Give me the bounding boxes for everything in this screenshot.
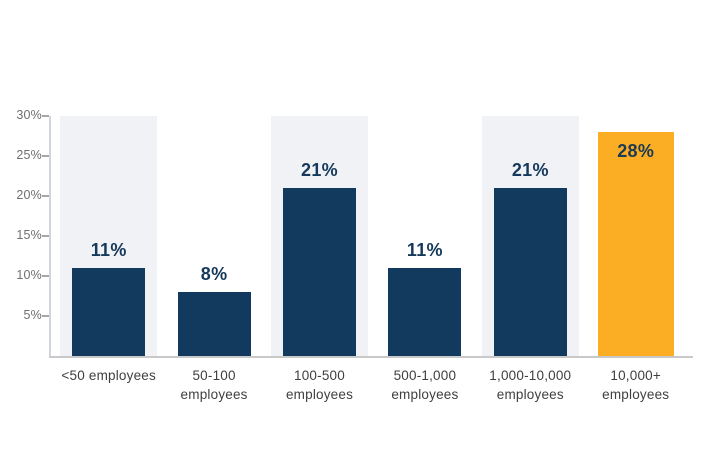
y-tick-label: 5% <box>23 308 42 322</box>
bar-value-label: 11% <box>406 240 443 260</box>
bar-50-100-employees <box>177 292 251 356</box>
x-axis-label: 500-1,000 employees <box>360 366 490 404</box>
x-axis-label-line: employees <box>391 387 459 402</box>
x-axis-label-line: <50 employees <box>61 368 156 383</box>
y-tick-label: 20% <box>16 188 42 202</box>
y-tick-mark <box>42 275 49 277</box>
x-axis-label: 10,000+ employees <box>571 366 701 404</box>
y-tick-label: 30% <box>16 108 42 122</box>
bar-value-label: 21% <box>301 160 338 180</box>
x-axis-label-line: 1,000-10,000 <box>489 368 572 383</box>
y-tick-mark <box>42 195 49 197</box>
y-axis-line <box>49 116 51 356</box>
bar-<50-employees <box>72 268 146 356</box>
y-tick-label: 15% <box>16 228 42 242</box>
bar-500-1-000-employees <box>388 268 462 356</box>
x-axis-label: 1,000-10,000 employees <box>465 366 595 404</box>
x-axis-label-line: 100-500 <box>294 368 345 383</box>
bar-1-000-10-000-employees <box>493 188 567 356</box>
bar-100-500-employees <box>283 188 356 356</box>
y-tick-mark <box>42 115 49 117</box>
x-axis-label-line: employees <box>180 387 248 402</box>
x-axis-label-line: 10,000+ <box>610 368 661 383</box>
bar-value-label: 21% <box>511 160 549 180</box>
y-tick-label: 25% <box>16 148 42 162</box>
x-axis-label-line: 50-100 <box>192 368 236 383</box>
y-tick-mark <box>42 315 49 317</box>
bar-value-label: 28% <box>617 141 655 161</box>
y-tick-mark <box>42 235 49 237</box>
bar-value-label: 8% <box>200 264 228 284</box>
x-axis-label: 50-100 employees <box>149 366 279 404</box>
x-axis-label-line: employees <box>496 387 564 402</box>
bar-10-000+-employees <box>597 132 674 356</box>
bar-value-label: 11% <box>90 240 127 260</box>
x-axis-label-line: employees <box>285 387 354 402</box>
x-axis-label-line: employees <box>602 387 670 402</box>
x-axis-baseline <box>49 356 693 358</box>
y-tick-label: 10% <box>16 268 42 282</box>
x-axis-label-line: 500-1,000 <box>393 368 457 383</box>
x-axis-label: <50 employees <box>44 366 174 385</box>
x-axis-label: 100-500 employees <box>255 366 385 404</box>
y-tick-mark <box>42 155 49 157</box>
